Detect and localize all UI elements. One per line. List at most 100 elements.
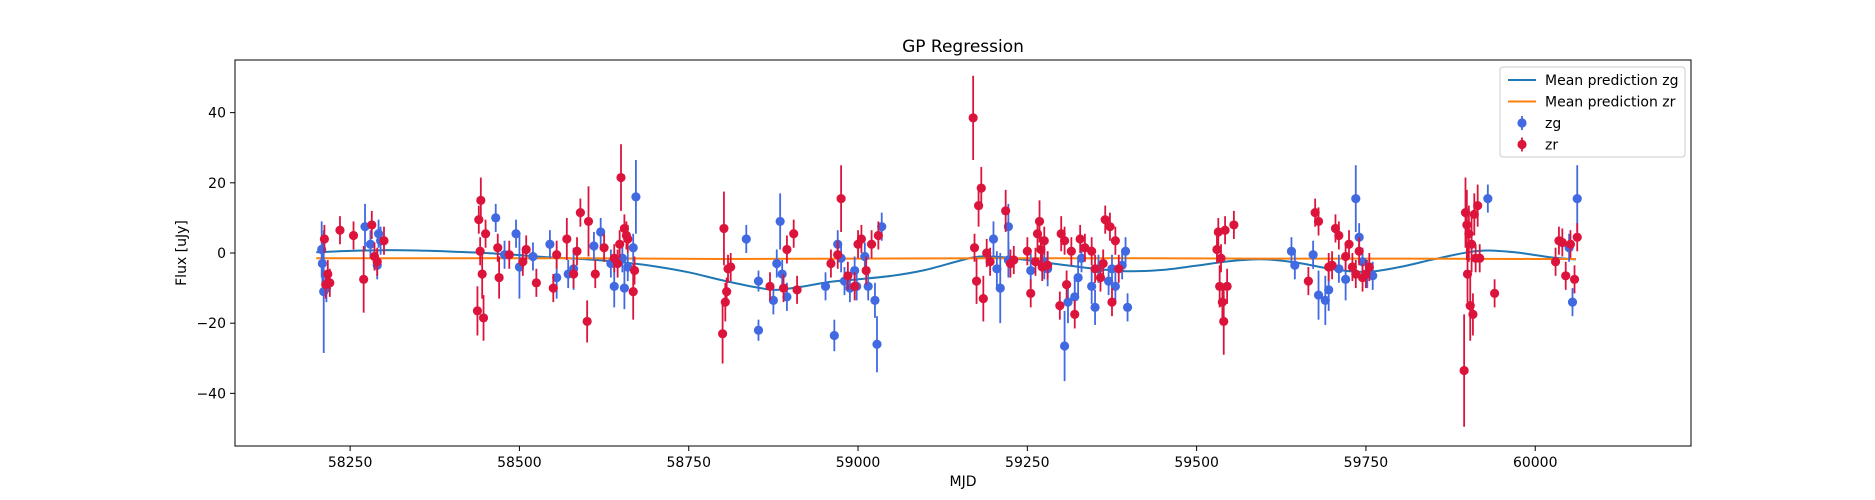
zg-point xyxy=(988,234,999,244)
zr-point xyxy=(372,257,382,267)
zg-point xyxy=(1026,265,1036,276)
zg-point xyxy=(1110,281,1120,291)
zr-point xyxy=(615,239,625,249)
zr-point xyxy=(531,278,541,288)
zr-point xyxy=(1098,258,1108,269)
zg-point xyxy=(1122,302,1133,312)
zr-point xyxy=(866,239,877,249)
zr-point xyxy=(850,281,860,291)
zg-point xyxy=(628,243,638,253)
zg-point xyxy=(365,239,376,249)
zr-point xyxy=(1572,232,1582,242)
zr-point xyxy=(1105,222,1115,232)
zr-point xyxy=(1459,365,1469,376)
zr-point xyxy=(599,243,609,253)
zr-point xyxy=(826,258,836,269)
zg-point xyxy=(317,258,327,269)
x-tick-label: 60000 xyxy=(1513,455,1558,471)
zr-point xyxy=(1361,269,1371,279)
zr-point xyxy=(1460,208,1471,218)
zr-point xyxy=(1462,220,1472,230)
zg-point xyxy=(1120,246,1131,256)
zr-point xyxy=(720,297,730,307)
zg-point xyxy=(775,216,785,227)
zr-point xyxy=(856,234,867,244)
zr-point xyxy=(521,244,531,255)
zr-point xyxy=(367,220,377,230)
zg-point xyxy=(1090,302,1100,312)
zr-point xyxy=(348,230,359,241)
y-tick-label: −40 xyxy=(196,386,226,402)
zr-point xyxy=(1030,257,1041,267)
zr-point xyxy=(477,269,487,279)
zg-point xyxy=(777,269,787,279)
zg-point xyxy=(1076,253,1087,263)
zr-point xyxy=(1075,234,1085,244)
zg-point xyxy=(863,281,873,291)
zr-point xyxy=(1347,262,1357,272)
zg-point xyxy=(860,251,870,262)
zr-point xyxy=(726,262,736,272)
zr-point xyxy=(474,215,484,225)
zr-point xyxy=(1026,288,1036,298)
zr-point xyxy=(335,225,345,235)
zg-point xyxy=(552,272,562,283)
zg-point xyxy=(1104,276,1114,286)
x-tick-label: 59750 xyxy=(1344,455,1389,471)
zr-point xyxy=(1080,243,1090,253)
zr-point xyxy=(1466,239,1477,249)
zr-point xyxy=(1219,316,1229,327)
zr-point xyxy=(480,229,491,239)
zr-point xyxy=(572,246,582,256)
x-tick-label: 59500 xyxy=(1174,455,1219,471)
legend-mean-prediction-zr-label: Mean prediction zr xyxy=(1545,95,1676,111)
chart-title: GP Regression xyxy=(902,37,1024,57)
zr-point xyxy=(1550,257,1561,267)
x-axis-label: MJD xyxy=(950,474,977,490)
zr-point xyxy=(323,269,333,279)
zr-point xyxy=(1469,209,1479,219)
zg-point xyxy=(877,222,887,232)
zr-point xyxy=(575,208,585,218)
zr-point xyxy=(1212,244,1222,255)
zr-point xyxy=(1468,309,1478,320)
zr-point xyxy=(1114,264,1124,274)
zg-point xyxy=(1341,274,1351,284)
zr-point xyxy=(1070,309,1080,320)
zg-point xyxy=(1324,285,1334,295)
zr-point xyxy=(582,316,592,327)
zr-point xyxy=(1303,276,1313,286)
zr-point xyxy=(548,283,558,293)
zr-point xyxy=(1354,246,1364,256)
zg-point xyxy=(1087,281,1097,291)
zg-point xyxy=(623,262,633,272)
zr-point xyxy=(590,269,600,279)
zg-point xyxy=(545,239,555,249)
y-tick-label: 40 xyxy=(208,106,226,122)
zr-point xyxy=(475,246,485,256)
zr-point xyxy=(1557,237,1567,248)
zr-point xyxy=(1022,246,1032,256)
y-tick-label: −20 xyxy=(196,316,226,332)
legend-zg-label: zg xyxy=(1545,116,1561,132)
zr-point xyxy=(1055,301,1065,311)
zg-point xyxy=(609,281,619,291)
zr-point xyxy=(583,216,594,227)
y-axis-label: Flux [uJy] xyxy=(174,220,190,286)
zr-point xyxy=(1490,288,1500,298)
zr-point xyxy=(1344,239,1354,249)
zr-point xyxy=(833,250,843,260)
zr-point xyxy=(552,250,562,260)
zg-point xyxy=(753,325,764,335)
mean-prediction-zr-line xyxy=(316,257,1576,260)
zr-point xyxy=(1569,274,1580,284)
zr-point xyxy=(717,329,728,339)
zr-point xyxy=(1059,236,1070,246)
zr-point xyxy=(1036,244,1046,255)
zg-point xyxy=(1351,194,1361,204)
zr-point xyxy=(1222,281,1232,291)
zr-point xyxy=(1062,279,1072,290)
zg-point xyxy=(992,264,1002,274)
zr-point xyxy=(494,272,504,283)
